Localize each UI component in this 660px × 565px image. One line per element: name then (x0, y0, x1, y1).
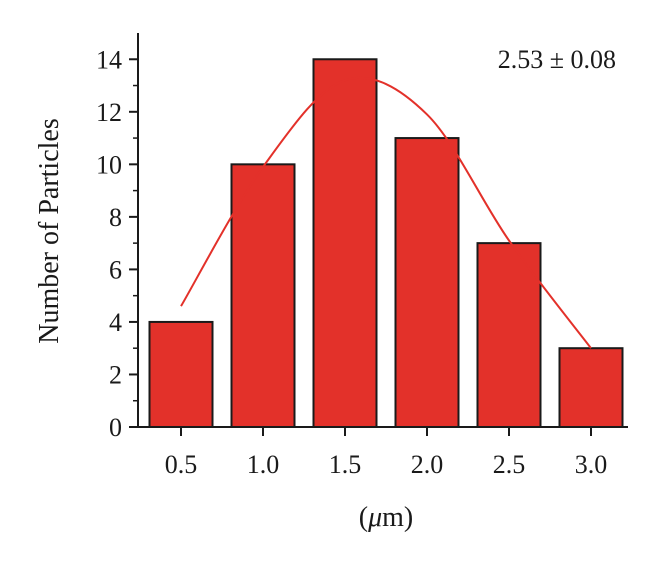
bar-0.5 (148, 320, 214, 428)
y-tick-label: 10 (96, 150, 122, 179)
x-ticks: 0.5 1.0 1.5 2.0 2.5 3.0 (165, 427, 608, 479)
bar-2.5 (476, 242, 542, 428)
x-tick-label: 2.5 (493, 450, 526, 479)
x-tick-label: 0.5 (165, 450, 198, 479)
x-axis-label-prefix: ( (359, 502, 368, 533)
axes-layer (137, 33, 628, 428)
fit-curve-layer (180, 76, 592, 349)
bar-3.0 (558, 347, 624, 429)
y-tick-label: 4 (109, 308, 122, 337)
x-axis-label-unit-italic: μ (367, 502, 382, 533)
chart-annotation: 2.53 ± 0.08 (498, 45, 616, 74)
y-tick-label: 6 (109, 255, 122, 284)
y-tick-label: 0 (109, 413, 122, 442)
x-tick-label: 1.0 (247, 450, 280, 479)
x-tick-label: 2.0 (411, 450, 444, 479)
y-ticks: 0 2 4 6 8 10 12 14 (96, 45, 138, 442)
x-axis-label-suffix: m) (382, 502, 413, 533)
y-tick-label: 12 (96, 98, 122, 127)
bar-1.5 (312, 58, 378, 429)
y-tick-label: 14 (96, 45, 122, 74)
bars-layer (148, 58, 624, 429)
x-tick-label: 1.5 (329, 450, 362, 479)
x-tick-label: 3.0 (575, 450, 608, 479)
x-axis-label: (μm) (359, 502, 414, 533)
fit-curve-line (180, 76, 592, 349)
y-tick-label: 2 (109, 360, 122, 389)
bar-2.0 (394, 137, 460, 428)
y-tick-label: 8 (109, 203, 122, 232)
bar-1.0 (230, 163, 296, 428)
y-axis-label: Number of Particles (34, 118, 65, 344)
